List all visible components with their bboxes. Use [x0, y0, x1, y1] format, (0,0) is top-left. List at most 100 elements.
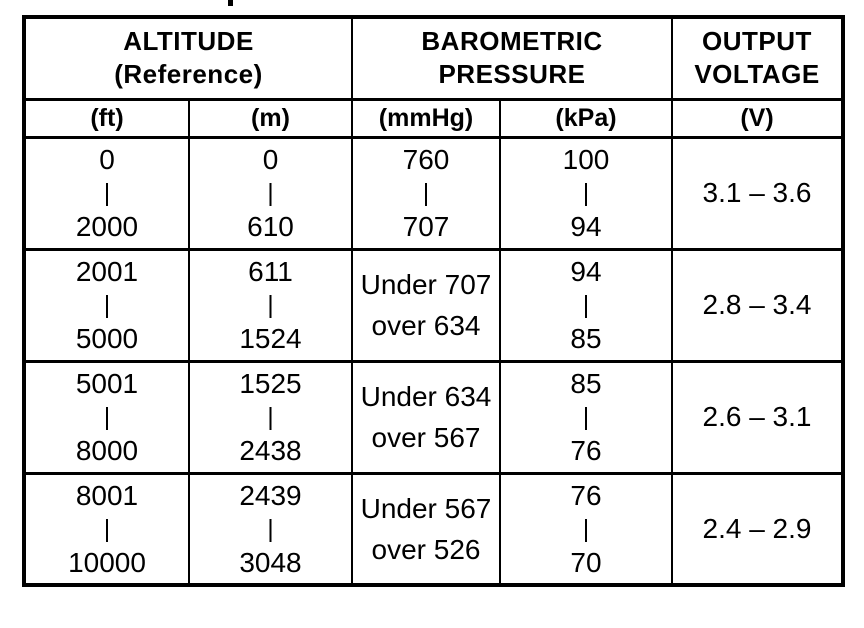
table-row: 8001 | 10000 2439 | 3048 Under 567 o	[23, 471, 844, 587]
cell-altitude-m: 611 | 1524	[188, 247, 353, 363]
range-to: 1524	[239, 323, 302, 354]
cell-output-voltage: 2.4 – 2.9	[671, 471, 844, 587]
range-to: 10000	[68, 546, 146, 578]
pressure-line-1: Under 567	[360, 492, 492, 524]
range-bar: |	[582, 179, 590, 207]
range-from: 100	[562, 144, 610, 175]
cell-pressure-kpa: 100 | 94	[499, 135, 673, 251]
header-output-line2: VOLTAGE	[694, 59, 820, 90]
pressure-line-1: Under 634	[360, 381, 492, 412]
kpa-range: 85 | 76	[502, 365, 670, 469]
ft-range: 2001 | 5000	[26, 253, 187, 357]
scan-artifact-mark	[228, 0, 233, 6]
unit-header-ft: (ft)	[23, 97, 190, 139]
altitude-pressure-voltage-table: ALTITUDE (Reference) BAROMETRIC PRESSURE…	[22, 15, 845, 587]
range-from: 8001	[75, 479, 139, 511]
header-output-voltage: OUTPUT VOLTAGE	[671, 15, 844, 101]
m-range: 2439 | 3048	[191, 477, 350, 581]
range-from: 0	[262, 144, 279, 175]
voltage-value: 2.6 – 3.1	[702, 401, 812, 432]
range-bar: |	[103, 179, 111, 207]
range-bar: |	[103, 291, 111, 319]
range-to: 8000	[75, 435, 139, 466]
range-bar: |	[267, 514, 274, 543]
voltage-value: 2.4 – 2.9	[702, 512, 812, 544]
range-from: 85	[570, 368, 602, 399]
table-row: 0 | 2000 0 | 610 760 | 7	[23, 135, 844, 251]
cell-altitude-ft: 0 | 2000	[23, 135, 190, 251]
m-range: 1525 | 2438	[191, 365, 350, 469]
header-altitude-reference: ALTITUDE (Reference)	[23, 15, 353, 101]
range-to: 3048	[239, 546, 302, 578]
unit-header-kpa: (kPa)	[499, 97, 673, 139]
cell-output-voltage: 2.6 – 3.1	[671, 359, 844, 475]
cell-pressure-kpa: 85 | 76	[499, 359, 673, 475]
range-from: 76	[570, 479, 602, 511]
header-barometric-pressure: BAROMETRIC PRESSURE	[351, 15, 673, 101]
range-to: 2000	[75, 211, 139, 242]
m-range: 0 | 610	[191, 141, 350, 245]
kpa-range: 76 | 70	[502, 477, 670, 581]
range-to: 76	[570, 435, 602, 466]
m-range: 611 | 1524	[191, 253, 350, 357]
unit-header-row: (ft) (m) (mmHg) (kPa) (V)	[23, 97, 844, 139]
range-from: 5001	[75, 368, 139, 399]
range-from: 760	[402, 144, 450, 175]
voltage-value: 3.1 – 3.6	[702, 177, 812, 208]
ft-range: 5001 | 8000	[26, 365, 187, 469]
cell-altitude-ft: 2001 | 5000	[23, 247, 190, 363]
cell-pressure-mmhg: Under 567 over 526	[351, 471, 501, 587]
cell-pressure-kpa: 94 | 85	[499, 247, 673, 363]
range-to: 2438	[239, 435, 302, 466]
kpa-range: 94 | 85	[502, 253, 670, 357]
range-from: 2001	[75, 256, 139, 287]
mmhg-text-range: Under 567 over 526	[354, 488, 498, 570]
range-to: 707	[402, 211, 450, 242]
cell-altitude-ft: 8001 | 10000	[23, 471, 190, 587]
range-bar: |	[267, 403, 274, 431]
range-from: 2439	[239, 479, 302, 511]
range-bar: |	[582, 514, 590, 543]
mmhg-text-range: Under 707 over 634	[354, 264, 498, 346]
cell-altitude-m: 0 | 610	[188, 135, 353, 251]
range-to: 94	[570, 211, 602, 242]
mmhg-text-range: Under 634 over 567	[354, 376, 498, 458]
mmhg-range: 760 | 707	[354, 141, 498, 245]
range-bar: |	[582, 291, 590, 319]
unit-header-v: (V)	[671, 97, 844, 139]
ft-range: 0 | 2000	[26, 141, 187, 245]
range-bar: |	[422, 179, 430, 207]
header-group-row: ALTITUDE (Reference) BAROMETRIC PRESSURE…	[23, 15, 844, 101]
voltage-value: 2.8 – 3.4	[702, 289, 812, 320]
table-row: 5001 | 8000 1525 | 2438 Under 634 ov	[23, 359, 844, 475]
pressure-line-2: over 567	[371, 422, 481, 453]
cell-altitude-m: 2439 | 3048	[188, 471, 353, 587]
kpa-range: 100 | 94	[502, 141, 670, 245]
range-bar: |	[103, 403, 111, 431]
unit-header-mmhg: (mmHg)	[351, 97, 501, 139]
cell-altitude-m: 1525 | 2438	[188, 359, 353, 475]
range-to: 70	[570, 546, 602, 578]
cell-pressure-mmhg: Under 634 over 567	[351, 359, 501, 475]
range-from: 611	[248, 256, 293, 287]
range-from: 94	[570, 256, 602, 287]
header-barometric-line2: PRESSURE	[438, 59, 586, 90]
cell-output-voltage: 2.8 – 3.4	[671, 247, 844, 363]
pressure-line-2: over 526	[371, 533, 481, 565]
cell-pressure-mmhg: Under 707 over 634	[351, 247, 501, 363]
ft-range: 8001 | 10000	[26, 477, 187, 581]
range-bar: |	[267, 291, 274, 319]
range-to: 610	[247, 211, 294, 242]
range-bar: |	[582, 403, 590, 431]
header-altitude-line2: (Reference)	[114, 59, 263, 90]
pressure-line-1: Under 707	[360, 269, 492, 300]
cell-output-voltage: 3.1 – 3.6	[671, 135, 844, 251]
cell-pressure-mmhg: 760 | 707	[351, 135, 501, 251]
unit-header-m: (m)	[188, 97, 353, 139]
cell-altitude-ft: 5001 | 8000	[23, 359, 190, 475]
range-to: 5000	[75, 323, 139, 354]
range-from: 1525	[239, 368, 302, 399]
range-from: 0	[99, 144, 115, 175]
header-output-line1: OUTPUT	[702, 26, 812, 57]
